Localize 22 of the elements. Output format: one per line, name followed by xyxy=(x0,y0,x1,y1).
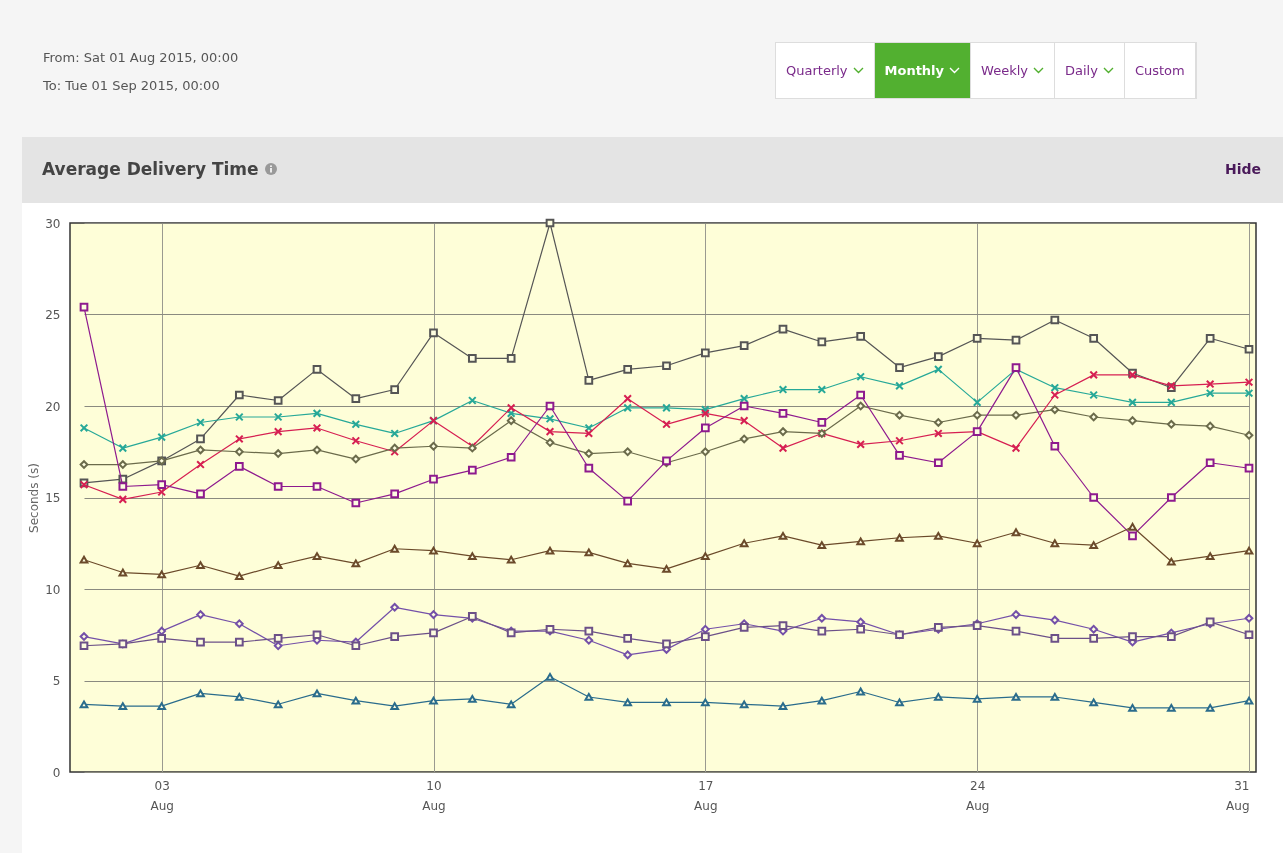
y-tick-label: 25 xyxy=(45,308,61,322)
y-tick-label: 30 xyxy=(45,216,61,231)
text: Hide xyxy=(1224,161,1261,177)
y-tick-label: 0 xyxy=(52,765,61,780)
y-axis-title: Seconds (s) xyxy=(27,463,42,533)
y-tick-label: 10 xyxy=(45,582,61,597)
text: From: Sat 01 Aug 2015, 00:00 xyxy=(43,49,239,67)
chart-title: Average Delivery Time xyxy=(42,159,259,179)
x-tick-label: 03 Aug xyxy=(150,778,174,813)
x-tick-label: 10 Aug xyxy=(422,778,446,813)
text: To: Tue 01 Sep 2015, 00:00 xyxy=(43,77,221,95)
y-tick-label: 5 xyxy=(52,674,61,688)
text: Weekly xyxy=(981,63,1028,78)
text: Custom xyxy=(1134,63,1185,78)
y-tick-label: 20 xyxy=(45,399,61,414)
x-tick-label: 17 Aug xyxy=(694,778,718,813)
x-tick-label: 24 Aug xyxy=(965,778,990,813)
text: Daily xyxy=(1064,63,1098,78)
text: Monthly xyxy=(884,63,945,78)
y-tick-label: 15 xyxy=(45,491,61,505)
text: Quarterly xyxy=(786,63,848,78)
x-tick-label: 31 Aug xyxy=(1226,778,1250,813)
